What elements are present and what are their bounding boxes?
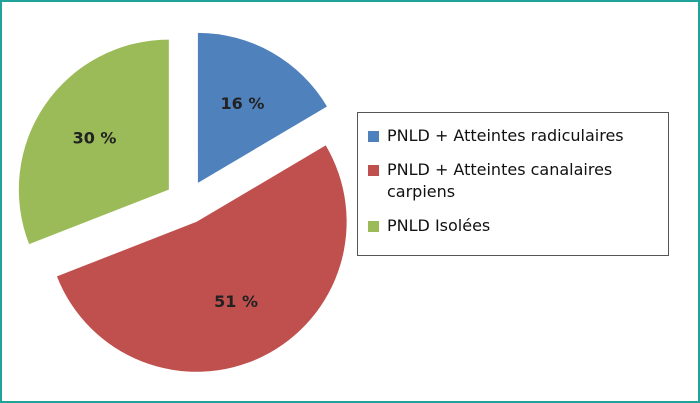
data-label: 51 % <box>214 292 258 311</box>
data-label: 16 % <box>221 94 265 113</box>
pie-slice <box>56 145 347 372</box>
pie-slice <box>18 39 169 245</box>
data-label: 30 % <box>73 128 117 147</box>
legend: PNLD + Atteintes radiculaires PNLD + Atte… <box>357 112 669 256</box>
legend-label: PNLD Isolées <box>387 216 491 235</box>
legend-item: PNLD + Atteintes canalaires carpiens <box>368 159 658 203</box>
legend-label: PNLD + Atteintes radiculaires <box>387 126 624 145</box>
legend-swatch <box>368 131 379 142</box>
legend-swatch <box>368 221 379 232</box>
legend-item: PNLD + Atteintes radiculaires <box>368 125 658 147</box>
legend-item: PNLD Isolées <box>368 215 658 237</box>
legend-swatch <box>368 165 379 176</box>
pie-slice <box>197 32 327 183</box>
legend-label: PNLD + Atteintes canalaires carpiens <box>387 160 613 201</box>
